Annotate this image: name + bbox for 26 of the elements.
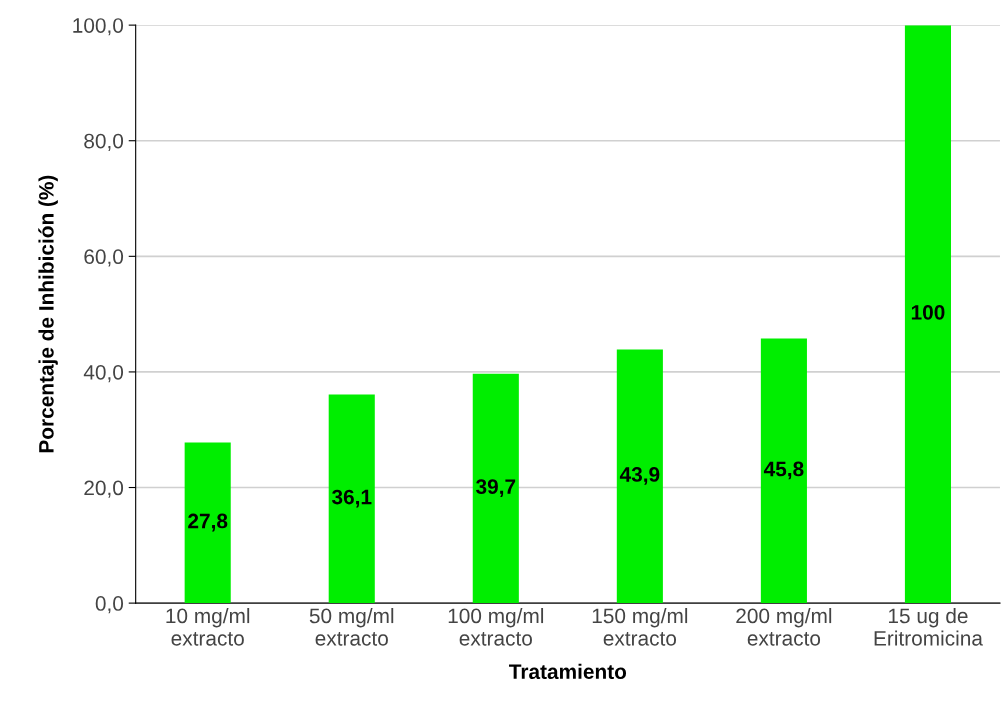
bar: [904, 25, 951, 604]
y-tick-label: 100,0: [73, 18, 124, 36]
x-tick-label: 10 mg/ml extracto: [166, 607, 250, 646]
data-label: 27,8: [188, 513, 228, 532]
x-axis-title: Tratamiento: [509, 663, 627, 680]
y-tick-label: 0,0: [95, 596, 124, 614]
y-tick-label: 60,0: [84, 249, 124, 267]
data-label: 43,9: [619, 467, 660, 485]
bar: [760, 338, 807, 604]
bar: [472, 373, 519, 604]
y-tick-label: 80,0: [84, 133, 124, 151]
x-tick-label: 200 mg/ml extracto: [736, 607, 832, 646]
y-tick-label: 40,0: [83, 364, 124, 383]
data-label: 100: [911, 304, 945, 320]
x-tick-label: 150 mg/ml extracto: [592, 607, 688, 646]
y-tick-label: 20,0: [84, 480, 124, 498]
bar: [184, 442, 231, 604]
bar: [616, 349, 663, 604]
x-tick-label: 100 mg/ml extracto: [448, 607, 544, 646]
x-tick-label: 50 mg/ml extracto: [309, 607, 394, 646]
y-axis-title: Porcentaje de Inhibición (%): [38, 175, 58, 453]
bar: [328, 394, 375, 604]
data-label: 36,1: [331, 489, 372, 508]
data-label: 39,7: [476, 479, 516, 497]
data-label: 45,8: [763, 461, 804, 480]
x-tick-label: 15 ug de Eritromicina: [874, 607, 983, 646]
